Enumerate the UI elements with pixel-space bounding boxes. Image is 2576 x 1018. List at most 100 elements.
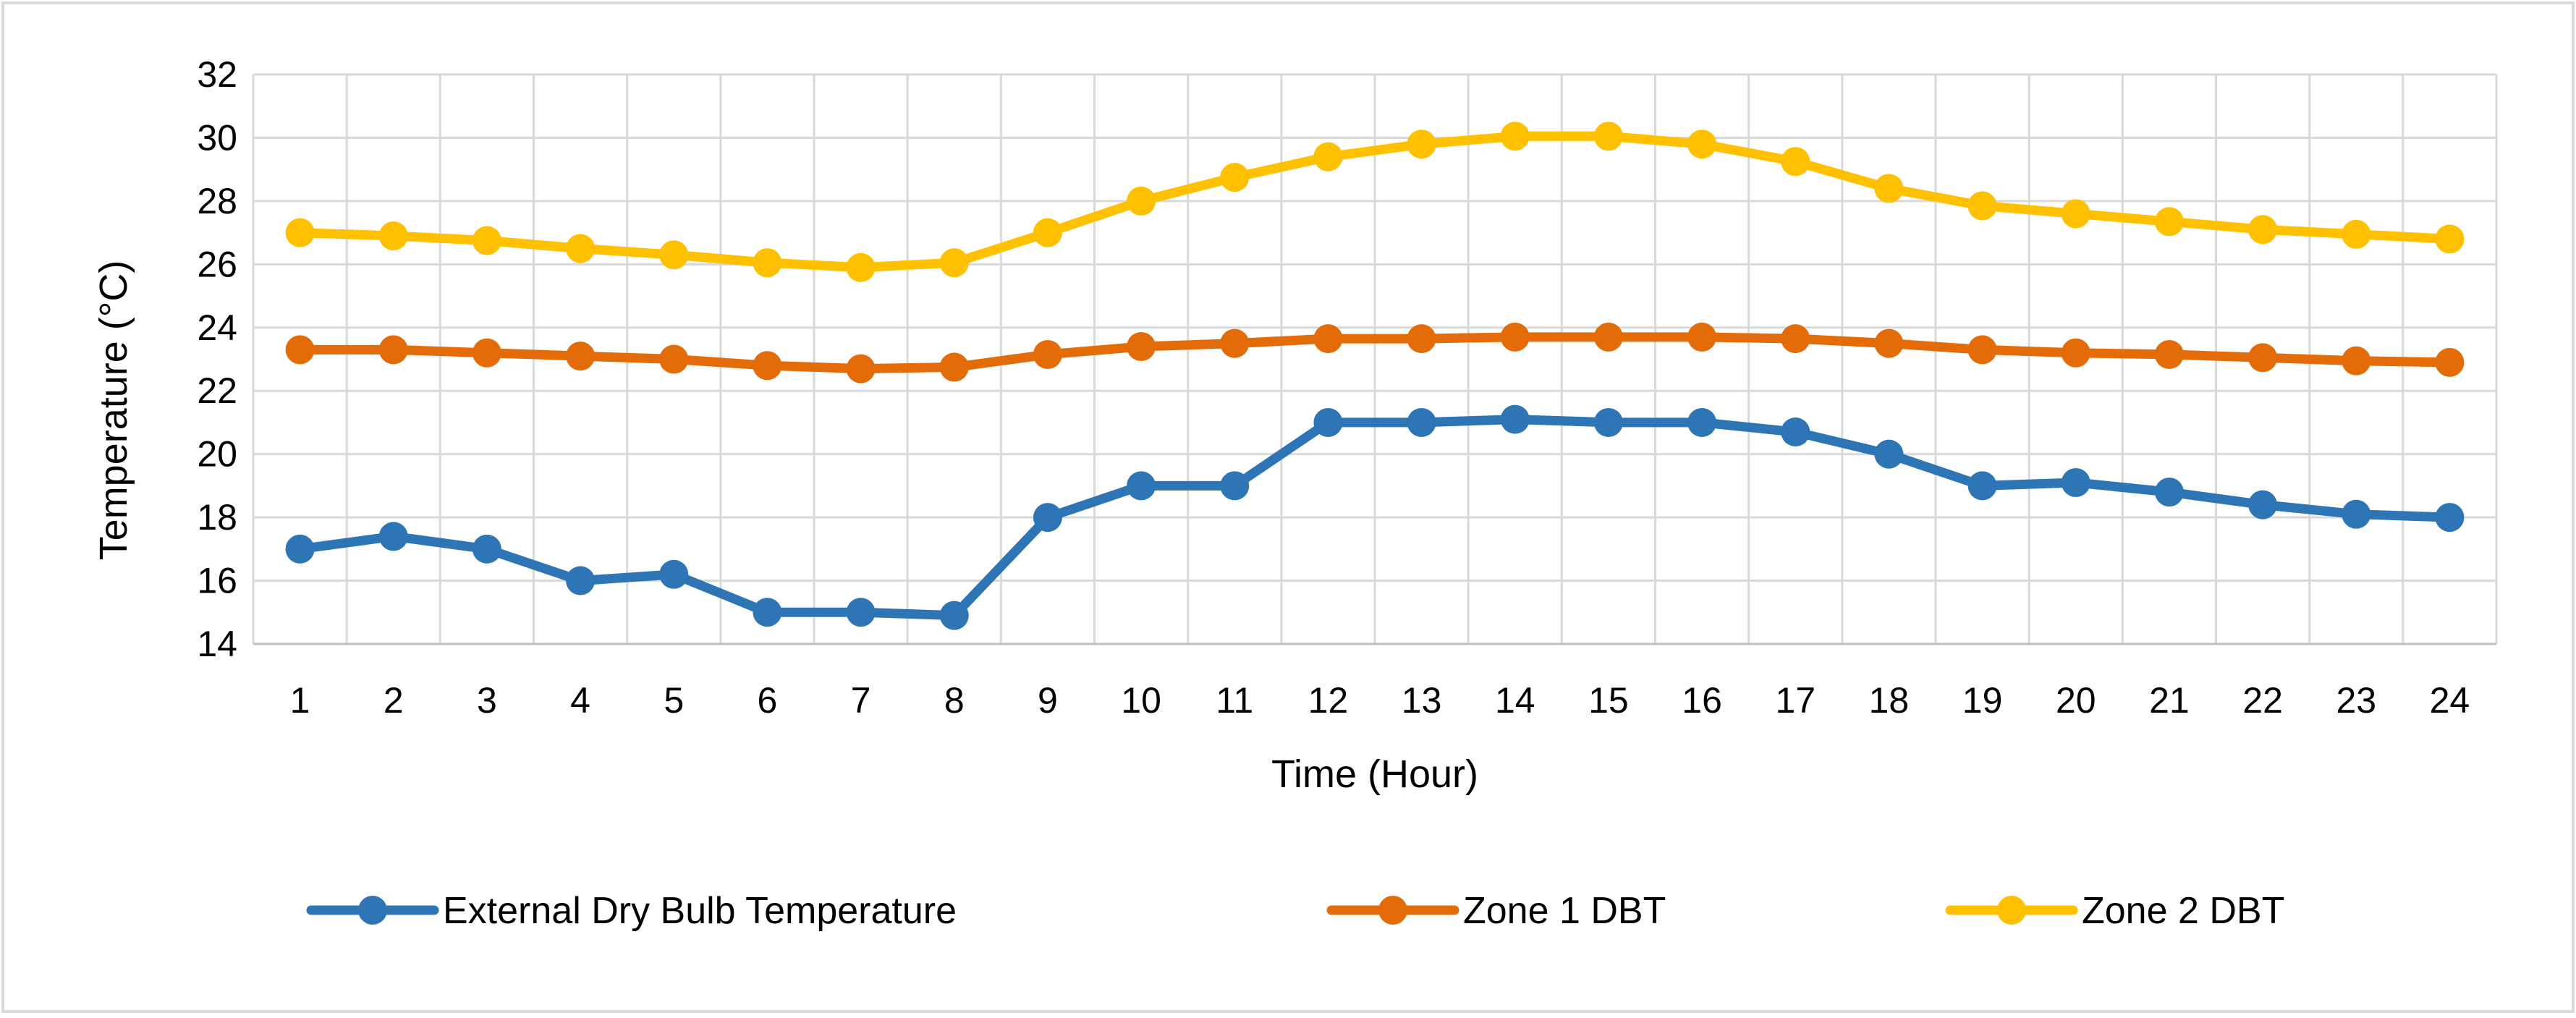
- x-tick-label: 19: [1962, 680, 2003, 721]
- y-tick-label: 32: [197, 54, 237, 95]
- legend-label: Zone 2 DBT: [2082, 890, 2284, 932]
- data-point: [1407, 407, 1436, 437]
- y-tick-label: 18: [197, 497, 237, 538]
- data-point: [1781, 324, 1810, 354]
- x-tick-label: 3: [477, 680, 497, 721]
- x-tick-label: 16: [1682, 680, 1722, 721]
- y-tick-label: 16: [197, 561, 237, 601]
- data-point: [2154, 339, 2184, 369]
- data-point: [378, 522, 408, 551]
- x-tick-label: 7: [851, 680, 871, 721]
- x-tick-label: 21: [2149, 680, 2190, 721]
- data-point: [285, 534, 315, 564]
- legend-item-1: External Dry Bulb Temperature: [306, 890, 957, 932]
- data-point: [1313, 324, 1343, 354]
- data-point: [659, 240, 689, 270]
- y-axis-title: Temperature (°C): [92, 260, 135, 561]
- y-tick-label: 14: [197, 624, 237, 664]
- data-point: [2154, 207, 2184, 237]
- data-point: [1407, 130, 1436, 159]
- data-point: [1407, 324, 1436, 354]
- data-point: [472, 226, 501, 255]
- data-point: [2342, 499, 2371, 529]
- data-point: [1127, 332, 1156, 362]
- data-point: [378, 335, 408, 365]
- data-point: [1687, 407, 1717, 437]
- series-1: [285, 404, 2465, 630]
- x-tick-label: 2: [384, 680, 404, 721]
- data-point: [472, 534, 501, 564]
- data-point: [566, 342, 596, 371]
- x-tick-label: 20: [2056, 680, 2096, 721]
- data-point: [1687, 130, 1717, 159]
- data-point: [1500, 404, 1530, 434]
- data-point: [1127, 186, 1156, 216]
- data-point: [2435, 224, 2465, 254]
- data-point: [1033, 218, 1062, 247]
- data-point: [378, 221, 408, 250]
- data-point: [1967, 191, 1997, 221]
- legend-label: Zone 1 DBT: [1463, 890, 1666, 932]
- data-point: [846, 598, 876, 627]
- series-line: [295, 415, 2454, 621]
- data-point: [566, 566, 596, 595]
- data-point: [285, 335, 315, 365]
- data-point: [939, 601, 969, 630]
- data-point: [1220, 471, 1250, 501]
- data-point: [1033, 503, 1062, 533]
- data-point: [2061, 468, 2090, 498]
- data-point: [1220, 328, 1250, 358]
- data-point: [1781, 147, 1810, 177]
- legend-item-3: Zone 2 DBT: [1945, 890, 2284, 932]
- data-point: [753, 351, 782, 381]
- legend-swatch-marker: [358, 896, 387, 925]
- y-tick-label: 30: [197, 117, 237, 158]
- x-tick-label: 4: [570, 680, 590, 721]
- data-point: [939, 352, 969, 382]
- data-point: [2061, 338, 2090, 368]
- legend: External Dry Bulb Temperature Zone 1 DBT Z…: [306, 890, 2284, 932]
- x-tick-label: 10: [1121, 680, 1161, 721]
- x-tick-label: 9: [1038, 680, 1058, 721]
- y-tick-label: 28: [197, 181, 237, 221]
- data-point: [1687, 322, 1717, 352]
- data-point: [659, 344, 689, 374]
- data-point: [939, 248, 969, 278]
- x-tick-label: 15: [1588, 680, 1629, 721]
- data-point: [846, 354, 876, 383]
- data-point: [1220, 163, 1250, 192]
- x-tick-label: 5: [664, 680, 684, 721]
- series-line: [295, 131, 2454, 273]
- data-point: [1593, 407, 1623, 437]
- y-tick-label: 22: [197, 370, 237, 411]
- legend-label: External Dry Bulb Temperature: [443, 890, 957, 932]
- data-point: [1874, 439, 1904, 469]
- data-point: [1593, 122, 1623, 151]
- data-point: [2061, 199, 2090, 229]
- series-line: [295, 332, 2454, 374]
- data-point: [1593, 322, 1623, 352]
- data-point: [1500, 322, 1530, 352]
- x-tick-label: 23: [2336, 680, 2376, 721]
- x-tick-label: 13: [1402, 680, 1442, 721]
- x-tick-label: 6: [758, 680, 778, 721]
- x-tick-label: 11: [1216, 680, 1253, 721]
- series-2: [285, 322, 2465, 383]
- data-point: [1967, 335, 1997, 365]
- data-point: [2248, 490, 2278, 519]
- series-layer: [285, 122, 2465, 630]
- data-point: [1781, 417, 1810, 447]
- x-tick-label: 8: [944, 680, 965, 721]
- data-point: [2154, 478, 2184, 507]
- data-point: [285, 218, 315, 247]
- x-axis-title: Time (Hour): [1271, 752, 1478, 796]
- data-point: [846, 253, 876, 282]
- data-point: [2435, 503, 2465, 533]
- data-point: [1874, 174, 1904, 203]
- y-tick-label: 24: [197, 307, 237, 348]
- y-tick-label: 26: [197, 244, 237, 284]
- data-point: [1500, 122, 1530, 151]
